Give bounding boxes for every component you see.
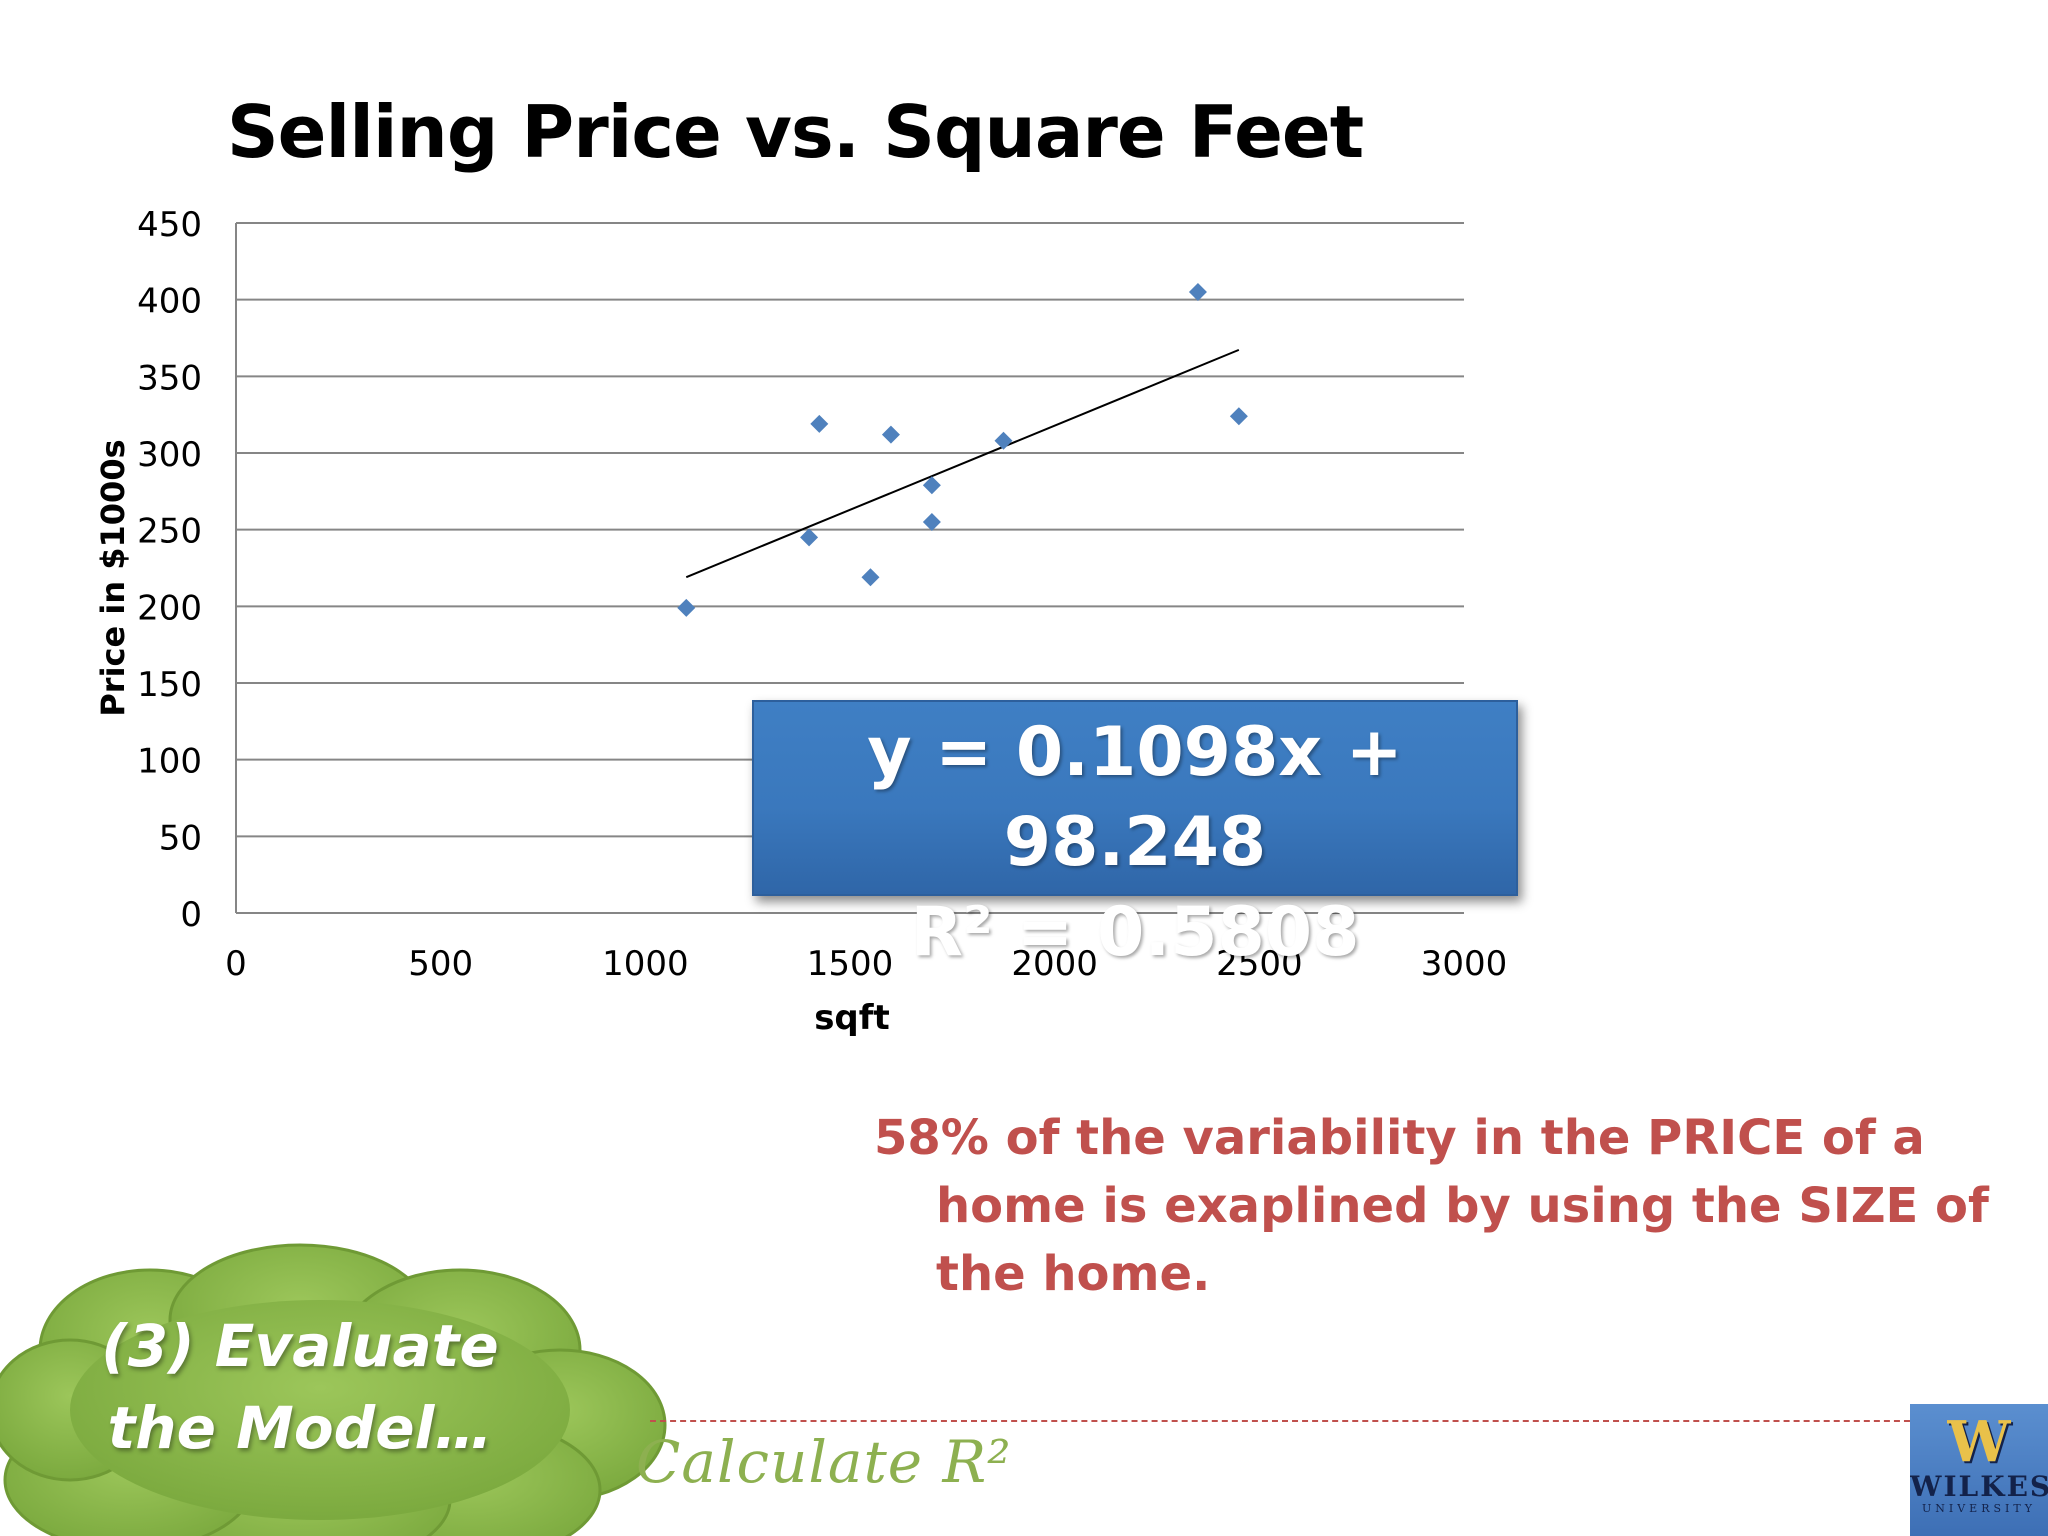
cloud-shape (0, 1243, 667, 1536)
x-tick-label: 2000 (1011, 944, 1098, 984)
y-tick-label: 450 (137, 205, 202, 245)
data-point (922, 513, 941, 531)
x-tick-label: 0 (225, 944, 247, 984)
cloud-label: (3) Evaluate the Model… (90, 1305, 510, 1469)
data-point (922, 476, 941, 495)
data-point (800, 528, 819, 547)
regression-equation-box: y = 0.1098x + 98.248 R² = 0.5808 (752, 700, 1518, 972)
y-tick-label: 0 (180, 895, 202, 935)
data-point (677, 598, 696, 617)
calculate-r2-label: Calculate R² (636, 1428, 1012, 1496)
x-axis-label: sqft (814, 998, 890, 1038)
r-squared-value: R² = 0.5808 (910, 893, 1360, 972)
x-tick-label: 3000 (1421, 944, 1508, 984)
y-tick-label: 200 (137, 588, 202, 628)
cloud-label-line-2: the Model… (107, 1394, 493, 1462)
scatter-chart: 0 50 100 150 200 250 300 350 400 450 0 500 1000 1500 2… (94, 205, 1508, 1038)
x-tick-label: 1500 (807, 944, 894, 984)
y-tick-label: 300 (137, 435, 202, 475)
data-point (861, 568, 880, 587)
dashed-divider (650, 1420, 1920, 1422)
data-point (1229, 407, 1248, 426)
cloud-label-line-1: (3) Evaluate (101, 1312, 499, 1380)
x-tick-label: 2500 (1216, 944, 1303, 984)
y-tick-label: 150 (137, 665, 202, 705)
regression-equation: y = 0.1098x + 98.248 (867, 713, 1403, 882)
logo-name: WILKES (1910, 1470, 2048, 1503)
logo-subtitle: UNIVERSITY (1922, 1502, 2036, 1515)
y-tick-label: 50 (159, 818, 202, 858)
data-point (810, 414, 829, 433)
data-point (1188, 283, 1207, 301)
x-tick-label: 1000 (602, 944, 689, 984)
y-tick-label: 400 (137, 282, 202, 322)
trendline (685, 348, 1240, 579)
y-tick-label: 250 (137, 512, 202, 552)
y-axis-label: Price in $1000s (94, 439, 132, 716)
y-tick-label: 350 (137, 358, 202, 398)
data-point (994, 431, 1013, 450)
chart-title: Selling Price vs. Square Feet (226, 90, 1364, 174)
wilkes-logo: W WILKES UNIVERSITY (1910, 1404, 2048, 1536)
x-tick-label: 500 (408, 944, 473, 984)
data-point (881, 425, 900, 444)
explanation-text: 58% of the variability in the PRICE of a… (874, 1110, 1989, 1302)
y-tick-label: 100 (137, 742, 202, 782)
logo-w-icon: W (1947, 1409, 2011, 1475)
